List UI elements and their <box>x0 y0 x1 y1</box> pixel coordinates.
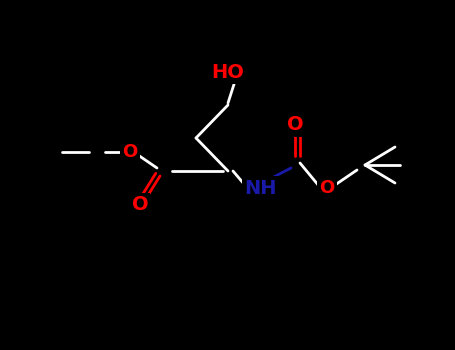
Text: O: O <box>122 143 137 161</box>
Text: HO: HO <box>212 63 244 82</box>
Text: NH: NH <box>244 178 276 197</box>
Text: O: O <box>287 116 303 134</box>
Text: O: O <box>319 179 334 197</box>
Text: O: O <box>131 196 148 215</box>
